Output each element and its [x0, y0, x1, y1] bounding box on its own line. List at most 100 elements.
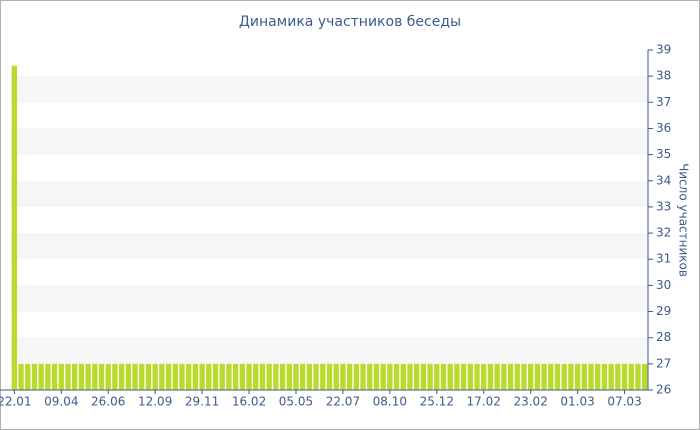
bar — [454, 363, 460, 390]
x-tick-label: 09.04 — [44, 395, 78, 409]
bar — [615, 363, 621, 390]
bar — [353, 363, 360, 390]
y-tick-label: 38 — [656, 69, 671, 83]
bar — [253, 363, 259, 390]
bar — [112, 363, 118, 390]
y-tick-label: 30 — [656, 278, 671, 292]
bar — [568, 363, 574, 390]
bar — [266, 363, 272, 390]
bar — [360, 363, 366, 390]
bar — [132, 363, 138, 390]
bar — [145, 363, 152, 390]
bar — [78, 363, 85, 390]
bar — [25, 363, 31, 390]
bar — [420, 363, 427, 390]
bar — [286, 363, 292, 390]
bar — [212, 363, 219, 390]
x-tick-label: 01.03 — [560, 395, 594, 409]
bar — [320, 363, 326, 390]
bar — [333, 363, 339, 390]
bar — [85, 363, 91, 390]
bar — [380, 363, 386, 390]
bar — [125, 363, 132, 390]
bar — [621, 363, 628, 390]
bar — [474, 363, 480, 390]
bar — [407, 363, 413, 390]
bar — [507, 363, 514, 390]
bar — [521, 363, 527, 390]
bar — [105, 363, 111, 390]
bar — [199, 363, 205, 390]
bar — [367, 363, 373, 390]
x-tick-label: 26.06 — [91, 395, 125, 409]
bar — [514, 363, 520, 390]
bar — [18, 363, 24, 390]
y-tick-label: 39 — [656, 43, 671, 57]
bar — [400, 363, 406, 390]
x-tick-label: 22.07 — [326, 395, 360, 409]
y-tick-label: 33 — [656, 199, 671, 213]
bar — [306, 363, 313, 390]
x-tick-label: 07.03 — [607, 395, 641, 409]
y-tick-label: 36 — [656, 121, 671, 135]
bar — [45, 363, 51, 390]
grid-stripe — [11, 180, 648, 207]
bar — [226, 363, 232, 390]
bar — [293, 363, 299, 390]
y-tick-label: 28 — [656, 330, 671, 344]
bar — [65, 363, 71, 390]
bar — [467, 363, 473, 390]
bar — [393, 363, 400, 390]
x-tick-label: 23.02 — [513, 395, 547, 409]
grid-stripe — [11, 285, 648, 312]
bar — [460, 363, 467, 390]
bar — [239, 363, 246, 390]
grid-stripe — [11, 128, 648, 155]
x-tick-label: 05.05 — [279, 395, 313, 409]
bar — [165, 363, 172, 390]
bar — [219, 363, 225, 390]
bar — [413, 363, 420, 390]
bar — [299, 363, 306, 390]
y-tick-label: 27 — [656, 356, 671, 370]
bar — [340, 363, 346, 390]
bar — [527, 363, 534, 390]
bar — [548, 363, 554, 390]
y-tick-label: 37 — [656, 95, 671, 109]
bar — [179, 363, 185, 390]
bar — [574, 363, 581, 390]
x-tick-label: 29.11 — [185, 395, 219, 409]
bar — [447, 363, 453, 390]
bar — [279, 363, 286, 390]
bar — [581, 363, 587, 390]
bar — [373, 363, 380, 390]
y-tick-label: 35 — [656, 147, 671, 161]
bar — [31, 363, 38, 390]
x-tick-label: 08.10 — [373, 395, 407, 409]
bar — [159, 363, 165, 390]
x-tick-label: 12.09 — [138, 395, 172, 409]
chart-title: Динамика участников беседы — [239, 14, 461, 30]
bar — [172, 363, 178, 390]
y-tick-label: 34 — [656, 173, 671, 187]
bar — [501, 363, 507, 390]
bar — [92, 363, 98, 390]
bar — [313, 363, 319, 390]
bar — [98, 363, 105, 390]
bar — [118, 363, 125, 390]
bar — [11, 65, 18, 390]
bar — [192, 363, 199, 390]
bar — [427, 363, 433, 390]
grid-stripe — [11, 337, 648, 364]
x-tick-label: 17.02 — [467, 395, 501, 409]
bar — [635, 363, 641, 390]
bar — [273, 363, 279, 390]
bar — [641, 363, 648, 390]
bar — [186, 363, 192, 390]
x-tick-label: 22.01 — [0, 395, 32, 409]
bar — [481, 363, 487, 390]
x-tick-label: 25.12 — [420, 395, 454, 409]
bar — [608, 363, 614, 390]
bar — [72, 363, 78, 390]
